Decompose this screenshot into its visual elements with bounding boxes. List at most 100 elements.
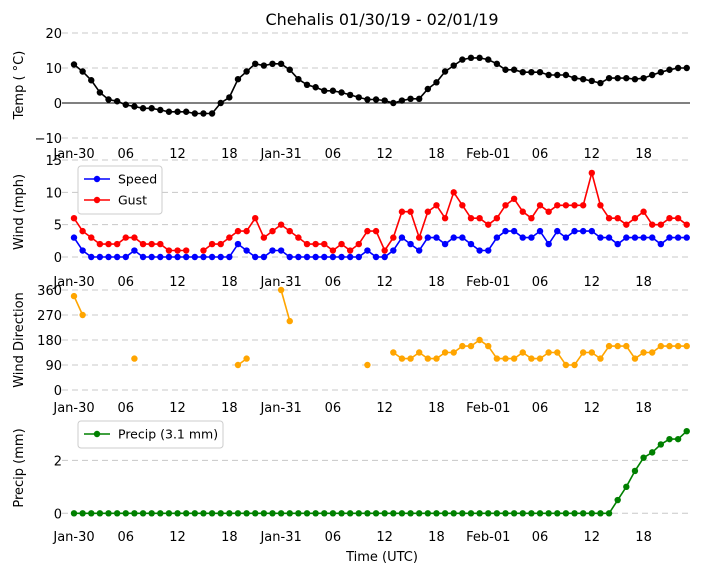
data-point: [631, 467, 639, 475]
data-point: [226, 510, 233, 517]
y-tick-label: 0: [54, 97, 62, 112]
data-point: [467, 342, 475, 350]
data-point: [243, 227, 250, 235]
data-point: [545, 240, 552, 248]
series-direction: [70, 286, 690, 369]
data-point: [295, 234, 302, 241]
data-point: [131, 234, 138, 241]
data-point: [260, 62, 268, 69]
data-point: [329, 253, 337, 261]
data-point: [683, 427, 690, 435]
data-point: [191, 110, 199, 117]
x-tick-label: Jan-31: [259, 401, 301, 416]
data-point: [113, 240, 121, 248]
legend-box: [77, 420, 224, 449]
data-point: [597, 234, 604, 241]
data-point: [398, 97, 406, 104]
legend: Precip (3.1 mm): [77, 420, 224, 449]
data-point: [657, 69, 665, 76]
x-tick-label: 12: [376, 275, 393, 290]
data-point: [493, 215, 501, 222]
series-line: [73, 295, 84, 316]
data-point: [467, 240, 475, 248]
data-point: [441, 349, 449, 356]
legend-label: Precip (3.1 mm): [118, 427, 218, 442]
data-point: [554, 227, 561, 235]
data-point: [131, 247, 138, 254]
data-point: [467, 510, 475, 517]
data-point: [312, 240, 319, 248]
data-point: [277, 60, 285, 67]
data-point: [390, 247, 397, 254]
data-point: [683, 234, 690, 241]
data-point: [70, 510, 78, 517]
data-point: [519, 69, 526, 76]
data-point: [70, 61, 78, 68]
data-point: [303, 81, 311, 89]
data-point: [208, 510, 216, 517]
data-point: [476, 336, 483, 344]
x-tick-label: 06: [532, 530, 549, 545]
data-point: [476, 510, 483, 517]
data-point: [372, 227, 380, 235]
data-point: [139, 253, 147, 261]
data-point: [79, 247, 86, 254]
data-point: [502, 202, 509, 209]
data-point: [277, 286, 285, 294]
data-point: [381, 247, 388, 254]
data-point: [614, 496, 621, 504]
data-point: [666, 66, 673, 73]
x-tick-label: 18: [635, 275, 652, 290]
data-point: [579, 76, 587, 83]
data-point: [562, 202, 570, 209]
x-tick-label: Jan-30: [52, 530, 94, 545]
data-point: [113, 253, 121, 261]
data-point: [554, 202, 561, 209]
data-point: [329, 510, 337, 517]
data-point: [226, 94, 233, 101]
x-tick-label: 18: [221, 401, 238, 416]
temp-panel: 20 10 0 −10 Temp ( °C) Jan-30 06 12 18 Jan-31 06 12…: [12, 27, 690, 162]
data-point: [113, 510, 121, 517]
data-point: [122, 101, 129, 108]
data-point: [252, 253, 259, 261]
series-line: [73, 229, 687, 258]
data-point: [605, 342, 613, 350]
data-point: [174, 510, 181, 517]
data-point: [226, 253, 233, 261]
data-point: [312, 253, 319, 261]
x-tick-label: Feb-01: [466, 275, 510, 290]
data-point: [571, 361, 578, 369]
data-point: [407, 95, 414, 103]
data-point: [157, 253, 164, 261]
y-tick-label: −10: [35, 132, 62, 147]
y-tick-label: 180: [37, 334, 62, 349]
data-point: [364, 510, 371, 517]
data-point: [545, 71, 552, 79]
data-point: [105, 96, 112, 103]
data-point: [131, 103, 138, 110]
y-tick-label: 2: [54, 454, 62, 469]
data-point: [217, 99, 224, 107]
data-point: [424, 208, 432, 215]
data-point: [70, 215, 78, 222]
data-point: [390, 99, 397, 107]
data-point: [286, 253, 293, 261]
x-tick-label: 06: [532, 147, 549, 162]
data-point: [528, 234, 535, 241]
x-tick-label: 06: [118, 275, 135, 290]
data-point: [260, 253, 268, 261]
data-point: [355, 240, 362, 248]
x-tick-label: 06: [325, 530, 342, 545]
legend-marker: [93, 175, 101, 183]
x-tick-label: 18: [428, 401, 445, 416]
data-point: [407, 240, 414, 248]
data-point: [346, 510, 354, 517]
data-point: [165, 247, 173, 254]
data-point: [295, 253, 302, 261]
wind-panel: 15 10 5 0 Wind (mph) Jan-30 06 12 18 Jan-31 06 12 18…: [12, 154, 690, 290]
data-point: [96, 89, 104, 96]
series-line: [280, 289, 291, 322]
data-point: [554, 510, 561, 517]
